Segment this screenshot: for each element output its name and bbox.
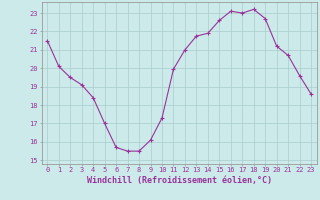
X-axis label: Windchill (Refroidissement éolien,°C): Windchill (Refroidissement éolien,°C) [87, 176, 272, 185]
